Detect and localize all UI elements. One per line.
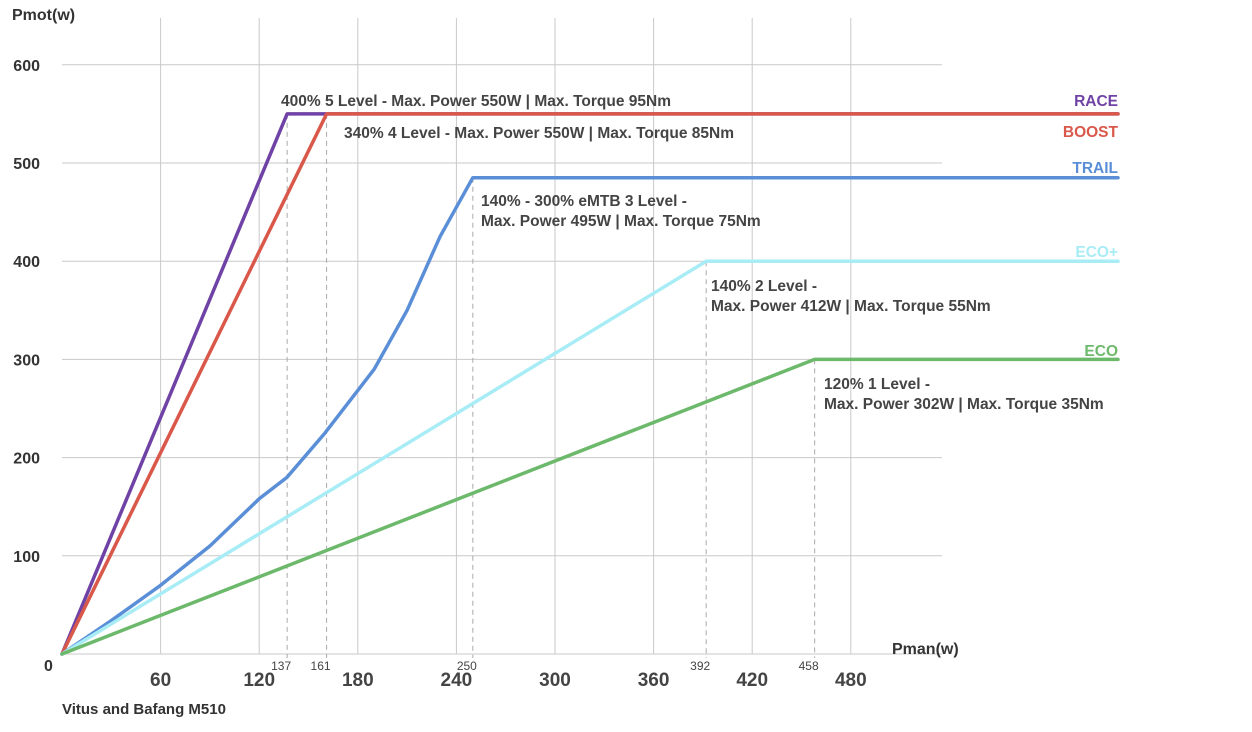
x-tick-label: 480: [835, 670, 867, 691]
x-tick-label: 240: [441, 670, 473, 691]
series-line-trail: [60, 175, 1120, 656]
x-tick-label: 60: [150, 670, 171, 691]
x-tick-label: 180: [342, 670, 374, 691]
marker-tick-label: 161: [311, 659, 331, 673]
chart-caption: Vitus and Bafang M510: [62, 701, 226, 718]
series-line-eco-: [60, 259, 1120, 656]
y-axis-title: Pmot(w): [12, 7, 75, 24]
annotation-line: Max. Power 412W | Max. Torque 55Nm: [711, 298, 991, 315]
x-tick-label: 420: [736, 670, 768, 691]
level-label: TRAIL: [1072, 160, 1118, 177]
y-tick-label: 400: [13, 254, 40, 271]
origin-label: 0: [44, 658, 53, 675]
series-line-boost: [60, 112, 1120, 656]
marker-tick-label: 250: [457, 659, 477, 673]
marker-tick-label: 458: [799, 659, 819, 673]
level-label: BOOST: [1063, 124, 1119, 141]
annotation-line: 340% 4 Level - Max. Power 550W | Max. To…: [344, 125, 734, 142]
marker-tick-label: 392: [690, 659, 710, 673]
grid: [62, 18, 942, 655]
annotation-line: 120% 1 Level -: [824, 376, 930, 393]
level-label: RACE: [1074, 93, 1118, 110]
y-tick-label: 300: [13, 352, 40, 369]
y-tick-label: 500: [13, 156, 40, 173]
x-tick-label: 120: [243, 670, 275, 691]
annotation-line: 140% - 300% eMTB 3 Level -: [481, 193, 687, 210]
x-tick-label: 360: [638, 670, 670, 691]
annotations: 400% 5 Level - Max. Power 550W | Max. To…: [281, 93, 1104, 413]
annotation-line: 140% 2 Level -: [711, 278, 817, 295]
level-label: ECO+: [1075, 244, 1118, 261]
annotation-line: 400% 5 Level - Max. Power 550W | Max. To…: [281, 93, 671, 110]
marker-tick-label: 137: [271, 659, 291, 673]
series-lines: [60, 112, 1120, 656]
axis-ticks: 100 200 300 400 500 600 60 120 180 240 300 360 420 48…: [13, 58, 866, 691]
y-tick-label: 100: [13, 549, 40, 566]
level-labels: RACE BOOST TRAIL ECO+ ECO: [1063, 93, 1119, 360]
x-axis-title: Pman(w): [892, 641, 959, 658]
series-line-eco: [60, 357, 1120, 656]
level-label: ECO: [1084, 343, 1118, 360]
annotation-line: Max. Power 302W | Max. Torque 35Nm: [824, 396, 1104, 413]
x-tick-label: 300: [539, 670, 571, 691]
annotation-line: Max. Power 495W | Max. Torque 75Nm: [481, 213, 761, 230]
y-tick-label: 200: [13, 451, 40, 468]
y-tick-label: 600: [13, 58, 40, 75]
